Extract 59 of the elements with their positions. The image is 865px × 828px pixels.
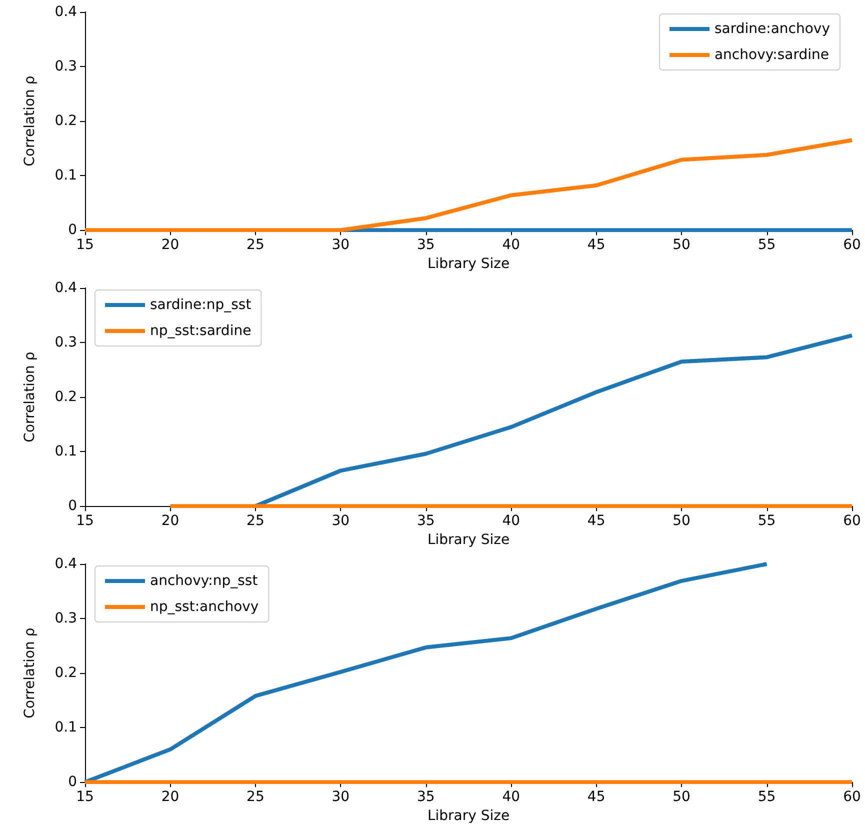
x-tick-label: 60: [843, 237, 861, 254]
x-tick-label: 25: [246, 789, 264, 806]
x-tick-label: 40: [502, 237, 520, 254]
x-tick-label: 30: [332, 513, 350, 530]
x-tick-label: 40: [502, 789, 520, 806]
x-tick-label: 50: [672, 513, 690, 530]
x-tick-label: 60: [843, 513, 861, 530]
x-tick-label: 45: [587, 513, 606, 530]
legend-label: np_sst:anchovy: [150, 599, 259, 615]
line-series: [83, 138, 854, 232]
legend-label: np_sst:sardine: [150, 323, 252, 339]
x-tick-label: 15: [76, 513, 94, 530]
x-tick-label: 60: [843, 789, 861, 806]
y-tick-label: 0.3: [54, 334, 77, 351]
y-tick-label: 0: [68, 222, 77, 238]
x-tick-label: 15: [76, 237, 94, 254]
y-tick-label: 0.2: [54, 113, 77, 130]
legend-label: sardine:np_sst: [150, 297, 252, 313]
y-tick-label: 0.1: [54, 720, 77, 736]
x-tick-label: 55: [758, 789, 776, 806]
x-tick-label: 40: [502, 513, 520, 530]
x-tick-label: 35: [416, 513, 435, 530]
x-tick-label: 25: [246, 237, 264, 254]
y-tick-label: 0.2: [54, 665, 77, 682]
line-series: [83, 562, 769, 784]
x-tick-label: 15: [76, 789, 94, 806]
y-tick-label: 0: [68, 774, 77, 790]
y-tick-label: 0.4: [54, 556, 78, 572]
x-tick-label: 25: [246, 513, 264, 530]
y-tick-label: 0.3: [54, 58, 77, 75]
y-tick-label: 0.4: [54, 280, 78, 296]
x-tick-label: 35: [416, 789, 435, 806]
x-tick-label: 20: [161, 789, 180, 806]
y-tick-label: 0.1: [54, 168, 77, 184]
y-axis-title: Correlation ρ: [22, 76, 38, 166]
y-tick-label: 0: [68, 498, 77, 514]
x-tick-label: 45: [587, 237, 606, 254]
legend-label: anchovy:sardine: [714, 47, 829, 63]
x-tick-label: 45: [587, 789, 606, 806]
x-axis-title: Library Size: [427, 808, 510, 824]
x-tick-label: 55: [758, 513, 776, 530]
x-tick-label: 35: [416, 237, 435, 254]
legend-label: sardine:anchovy: [714, 21, 830, 37]
y-tick-label: 0.4: [54, 4, 78, 20]
y-axis-title: Correlation ρ: [22, 352, 38, 442]
x-tick-label: 20: [161, 237, 180, 254]
y-tick-label: 0.3: [54, 610, 77, 627]
y-tick-label: 0.1: [54, 444, 77, 460]
y-tick-label: 0.2: [54, 389, 77, 406]
x-tick-label: 50: [672, 789, 690, 806]
x-tick-label: 55: [758, 237, 776, 254]
x-tick-label: 20: [161, 513, 180, 530]
x-tick-label: 30: [332, 237, 350, 254]
y-axis-title: Correlation ρ: [22, 628, 38, 718]
legend-label: anchovy:np_sst: [150, 573, 258, 589]
x-tick-label: 30: [332, 789, 350, 806]
x-axis-title: Library Size: [427, 532, 510, 548]
x-axis-title: Library Size: [427, 256, 510, 272]
x-tick-label: 50: [672, 237, 690, 254]
